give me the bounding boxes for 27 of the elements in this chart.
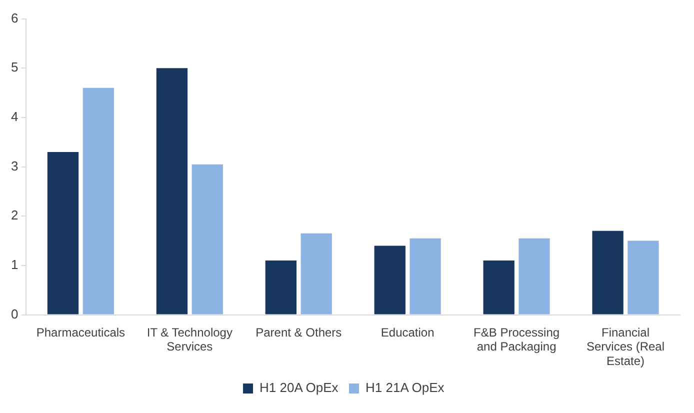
bar [300,233,332,314]
y-tick-label: 5 [10,60,18,75]
y-tick-label: 2 [10,208,18,223]
bar [374,246,406,314]
y-tick-label: 0 [10,306,18,322]
y-tick-label: 1 [10,257,18,272]
x-tick-label: Parent & Others [256,325,342,340]
x-tick-label: Pharmaceuticals [36,325,126,340]
x-tick-label: IT & Technology Services [146,325,232,354]
bar [628,240,659,314]
bar [192,164,223,314]
x-tick-label: F&B Processing and Packaging [474,325,560,354]
legend-label: H1 20A OpEx [260,380,339,396]
bar [410,238,441,314]
bar [483,260,514,314]
x-tick-label: Financial Services (Real Estate) [586,325,665,368]
y-tick-label: 3 [10,158,18,174]
bar [518,238,550,314]
x-tick-label: Education [380,325,434,340]
bar [265,260,297,314]
bar [47,152,79,314]
bar [156,68,188,314]
y-tick-label: 4 [10,109,18,124]
y-tick-label: 6 [10,10,18,26]
bar [82,88,114,314]
bar [592,230,624,314]
legend-label: H1 21A OpEx [366,380,445,396]
